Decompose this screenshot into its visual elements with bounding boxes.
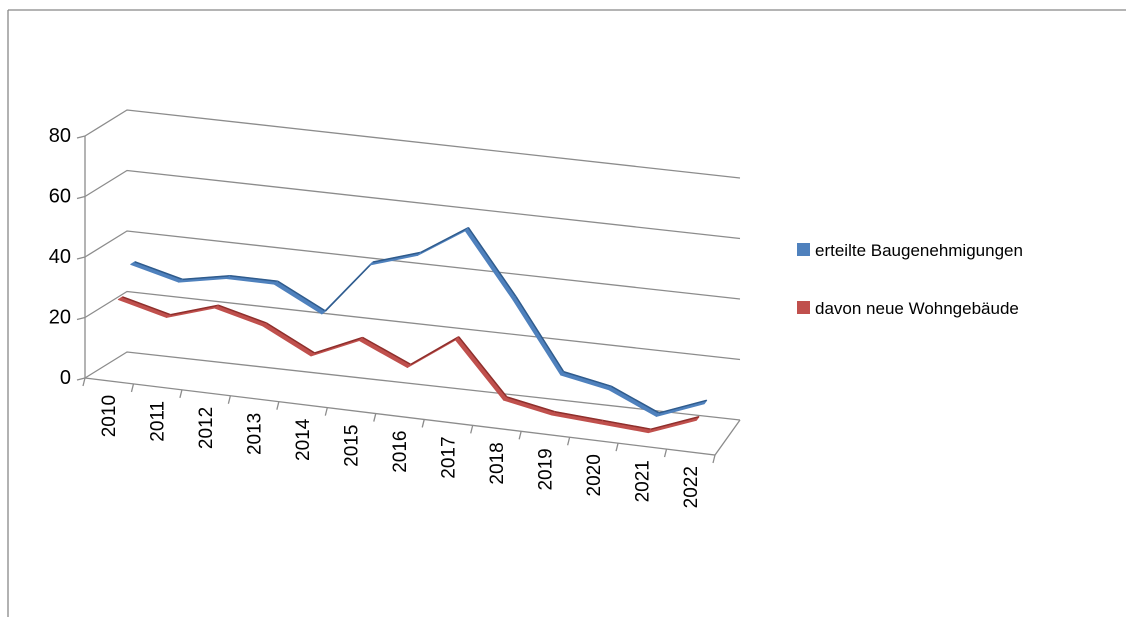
x-tick-label: 2014	[293, 418, 314, 461]
series-1-edge	[650, 416, 700, 430]
series-0-segment	[130, 261, 184, 283]
y-tick-label: 20	[49, 307, 71, 329]
series-1-edge	[602, 419, 652, 430]
legend: erteilte Baugenehmigungen davon neue Woh…	[797, 241, 1023, 318]
series-1-edge	[458, 336, 508, 398]
series-1-edge	[218, 304, 267, 324]
series-1-edge	[314, 336, 363, 354]
y-tick-mark	[76, 316, 86, 321]
series-layer	[117, 226, 708, 434]
series-1-edge	[410, 336, 460, 366]
y-tick-label: 60	[49, 186, 71, 208]
series-1-segment	[358, 337, 412, 368]
x-tick-mark	[663, 448, 668, 458]
series-0-segment	[608, 385, 660, 417]
x-tick-mark	[130, 383, 135, 393]
series-1-edge	[170, 304, 219, 316]
y-tick-mark	[76, 135, 86, 139]
x-tick-mark	[373, 413, 377, 422]
legend-entry-0: erteilte Baugenehmigungen	[797, 241, 1023, 260]
legend-label-0: erteilte Baugenehmigungen	[815, 241, 1023, 260]
series-1-edge	[122, 296, 171, 316]
series-0-edge	[658, 399, 707, 414]
x-tick-label: 2012	[196, 407, 217, 449]
x-tick-mark	[518, 431, 522, 440]
x-tick-mark	[82, 377, 86, 387]
x-tick-mark	[421, 419, 425, 428]
legend-swatch-1	[797, 301, 810, 314]
series-1-segment	[551, 411, 604, 425]
series-1-segment	[117, 296, 172, 318]
x-tick-mark	[227, 395, 232, 404]
series-1-segment	[503, 396, 556, 416]
series-1	[117, 296, 700, 434]
x-tick-label: 2010	[99, 395, 120, 437]
gridline	[84, 109, 741, 179]
series-0-edge	[611, 385, 660, 414]
x-tick-mark	[470, 425, 474, 434]
series-0-segment	[512, 296, 565, 376]
series-1-segment	[262, 322, 316, 357]
x-axis-line	[84, 377, 741, 456]
series-0-edge	[515, 296, 565, 373]
y-tick-mark	[76, 256, 86, 260]
y-axis: 0 20 40 60 80	[49, 125, 86, 389]
y-tick-mark	[76, 195, 86, 200]
gridline	[84, 230, 741, 300]
series-1-edge	[362, 336, 412, 366]
x-tick-label: 2015	[342, 425, 363, 467]
series-0-edge	[230, 275, 278, 283]
x-tick-mark	[712, 454, 716, 464]
x-tick-label: 2021	[632, 460, 653, 502]
x-tick-label: 2011	[148, 401, 169, 442]
y-tick-mark	[76, 377, 86, 381]
x-tick-mark	[324, 407, 328, 416]
x-tick-label: 2017	[438, 436, 459, 478]
series-0-edge	[372, 251, 421, 263]
x-tick-label: 2019	[535, 448, 556, 490]
legend-entry-1: davon neue Wohngebäude	[797, 299, 1019, 318]
series-1-edge	[554, 411, 604, 422]
x-tick-mark	[179, 389, 183, 399]
legend-label-1: davon neue Wohngebäude	[815, 299, 1019, 318]
series-0-edge	[563, 371, 612, 388]
series-0-segment	[560, 371, 612, 391]
x-tick-label: 2018	[487, 442, 508, 484]
series-0-edge	[467, 227, 517, 298]
series-1-edge	[506, 396, 556, 413]
series-1-edge	[266, 322, 316, 354]
x-tick-label: 2016	[390, 431, 411, 473]
series-0-edge	[324, 261, 374, 312]
x-tick-label: 2020	[584, 454, 605, 496]
legend-swatch-0	[797, 243, 810, 256]
x-tick-mark	[566, 437, 571, 446]
series-0-edge	[420, 226, 469, 254]
series-0-segment	[464, 227, 517, 301]
y-tick-label: 80	[49, 125, 71, 147]
series-1-segment	[214, 304, 268, 327]
series-0-edge	[277, 280, 326, 312]
x-tick-label: 2013	[245, 413, 266, 455]
series-0	[130, 226, 708, 417]
gridline	[84, 351, 741, 421]
series-1-segment	[599, 419, 652, 434]
y-tick-label: 0	[60, 367, 71, 389]
x-tick-mark	[615, 442, 619, 452]
y-tick-label: 40	[49, 246, 71, 268]
x-axis: 2010 2011 2012 2013 2014 2015 2016 2017 2018 2019…	[82, 377, 716, 508]
x-tick-mark	[276, 401, 280, 410]
x-tick-label: 2022	[681, 466, 702, 508]
series-0-edge	[182, 275, 231, 281]
series-0-edge	[134, 261, 183, 281]
gridline	[84, 169, 741, 240]
gridline	[84, 290, 741, 361]
